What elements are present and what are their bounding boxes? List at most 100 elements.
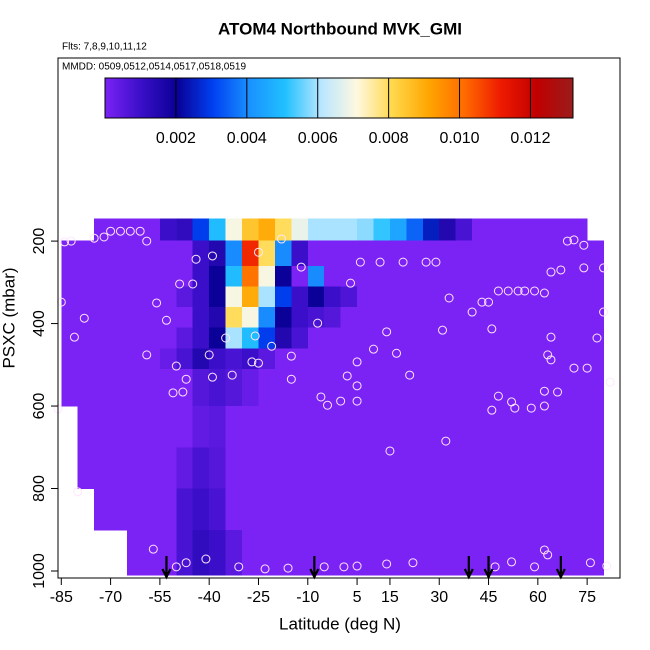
heat-cell xyxy=(192,488,210,531)
heat-cell xyxy=(242,529,259,576)
sample-point xyxy=(355,257,365,267)
sample-point xyxy=(142,350,152,360)
heat-cell xyxy=(159,327,177,349)
sample-point xyxy=(148,544,158,554)
heat-cell xyxy=(291,286,309,308)
heat-cell xyxy=(307,447,325,490)
sample-point xyxy=(539,288,549,298)
heat-cell xyxy=(209,368,227,407)
sample-point xyxy=(352,561,362,571)
heat-cell xyxy=(324,488,342,531)
heat-cell xyxy=(291,447,309,490)
heat-cell xyxy=(176,447,194,490)
heat-cell xyxy=(472,447,490,490)
heat-cell xyxy=(159,529,177,576)
heat-cell xyxy=(258,368,276,407)
heat-cell xyxy=(77,265,95,287)
x-tick-label: -55 xyxy=(148,589,171,606)
x-tick-label: -10 xyxy=(296,589,319,606)
heat-cell xyxy=(209,447,227,490)
heat-cell xyxy=(373,218,391,241)
heat-cell xyxy=(192,307,210,329)
sample-point xyxy=(188,279,198,289)
heat-cell xyxy=(357,265,375,287)
heat-cell xyxy=(291,406,309,448)
heat-cell xyxy=(422,447,440,490)
heat-cell xyxy=(324,529,342,576)
sample-point xyxy=(181,558,191,568)
sample-point xyxy=(513,286,523,296)
heat-cell xyxy=(176,368,194,407)
sample-point xyxy=(556,265,566,275)
heat-cell xyxy=(94,348,112,370)
heat-cell xyxy=(357,368,375,407)
sample-point xyxy=(585,558,595,568)
heat-cell xyxy=(406,218,424,241)
heat-cell xyxy=(422,488,440,531)
heat-cell xyxy=(488,368,506,407)
heat-cell xyxy=(488,240,506,267)
heat-cell xyxy=(504,488,522,531)
sample-point xyxy=(342,371,352,381)
heat-cell xyxy=(209,307,227,329)
heat-cell xyxy=(307,488,325,531)
heat-cell xyxy=(488,286,506,308)
heat-cell xyxy=(521,265,539,287)
sample-point xyxy=(539,401,549,411)
sample-point xyxy=(316,392,326,402)
heat-cell xyxy=(554,368,572,407)
heat-cell xyxy=(406,286,424,308)
sample-point xyxy=(339,562,349,572)
heat-cell xyxy=(422,368,440,407)
heat-cell xyxy=(209,218,227,241)
heat-cell xyxy=(587,265,605,287)
heat-cell xyxy=(159,286,177,308)
heat-cell xyxy=(209,265,227,287)
heat-cell xyxy=(159,240,177,267)
heat-cell xyxy=(455,327,473,349)
heat-cell xyxy=(127,240,144,267)
sample-point xyxy=(553,387,563,397)
heat-cell xyxy=(373,327,391,349)
flights-label: Flts: 7,8,9,10,11,12 xyxy=(62,42,147,53)
heat-cell xyxy=(537,406,555,448)
heat-cell xyxy=(373,488,391,531)
heat-cell xyxy=(242,406,259,448)
heat-cell xyxy=(61,265,79,287)
heat-cell xyxy=(389,447,407,490)
heat-cell xyxy=(389,218,407,241)
heat-cell xyxy=(242,286,259,308)
sample-point xyxy=(69,332,79,342)
heat-cell xyxy=(324,348,342,370)
heat-cell xyxy=(488,348,506,370)
heat-cell xyxy=(176,307,194,329)
heat-cell xyxy=(455,307,473,329)
heat-cell xyxy=(422,286,440,308)
y-tick-label: 400 xyxy=(31,310,48,337)
heat-cell xyxy=(176,406,194,448)
heat-cell xyxy=(274,488,292,531)
heat-cell xyxy=(127,307,144,329)
heat-cell xyxy=(291,348,309,370)
x-axis-label: Latitude (deg N) xyxy=(279,614,401,633)
sample-point xyxy=(191,254,201,264)
heat-cell xyxy=(159,447,177,490)
heat-cell xyxy=(61,307,79,329)
heat-cell xyxy=(61,348,79,370)
heat-cell xyxy=(192,286,210,308)
heat-cell xyxy=(455,447,473,490)
heat-cell xyxy=(291,240,309,267)
heat-cell xyxy=(94,488,112,531)
heat-cell xyxy=(488,447,506,490)
sample-point xyxy=(125,226,135,236)
heat-cell xyxy=(209,488,227,531)
heat-cell xyxy=(143,488,161,531)
heat-cell xyxy=(176,240,194,267)
sample-point xyxy=(487,405,497,415)
sample-point xyxy=(286,351,296,361)
y-tick-label: 200 xyxy=(31,228,48,255)
heat-cell xyxy=(373,529,391,576)
sample-point xyxy=(56,297,66,307)
sample-point xyxy=(227,370,237,380)
heat-cell xyxy=(422,348,440,370)
